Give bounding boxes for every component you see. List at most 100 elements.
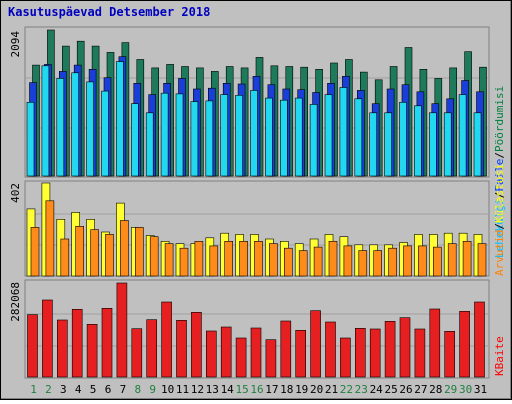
bar-kbytes xyxy=(131,328,143,378)
bar-sites xyxy=(135,227,144,277)
bar-sites xyxy=(75,226,84,277)
ytick-kbytes: 282068 xyxy=(9,282,22,322)
bar-kbytes xyxy=(86,323,98,378)
bar-sites xyxy=(403,245,412,277)
bar-kbytes xyxy=(414,328,426,378)
x-tick-label: 1 xyxy=(30,383,37,396)
x-tick-label: 14 xyxy=(221,383,235,396)
bar-kbytes xyxy=(444,330,456,378)
top-bars xyxy=(26,29,487,177)
bar-pages xyxy=(190,101,199,177)
x-tick-label: 20 xyxy=(310,383,323,396)
bar-kbytes xyxy=(459,310,470,378)
ytick-hits: 2094 xyxy=(9,31,22,58)
bar-pages xyxy=(41,65,50,177)
bar-pages xyxy=(414,105,422,177)
x-tick-label: 22 xyxy=(340,383,353,396)
bar-sites xyxy=(105,234,114,277)
bar-kbytes xyxy=(191,311,202,378)
bar-sites xyxy=(373,250,383,277)
x-tick-label: 12 xyxy=(191,383,204,396)
bar-sites xyxy=(209,245,219,277)
bar-kbytes xyxy=(384,320,396,378)
bar-kbytes xyxy=(27,314,38,378)
bar-pages xyxy=(205,100,214,177)
x-tick-label: 21 xyxy=(325,383,338,396)
bar-sites xyxy=(239,241,248,277)
bar-kbytes xyxy=(235,337,247,378)
bar-sites xyxy=(60,238,70,277)
bar-sites xyxy=(418,245,427,277)
chart-title: Kasutuspäevad Detsember 2018 xyxy=(8,5,210,19)
x-tick-label: 3 xyxy=(60,383,67,396)
bar-kbytes xyxy=(265,339,277,378)
x-tick-label: 31 xyxy=(474,383,487,396)
x-tick-label: 30 xyxy=(459,383,472,396)
bar-pages xyxy=(101,90,109,177)
legend-text: Arvutid/Külastusi xyxy=(493,163,506,276)
legend-separator: / xyxy=(493,192,506,199)
bar-sites xyxy=(447,243,457,277)
x-tick-label: 11 xyxy=(176,383,189,396)
x-tick-label: 29 xyxy=(444,383,457,396)
ytick-visits: 402 xyxy=(9,183,22,203)
bar-pages xyxy=(354,98,363,177)
bar-sites xyxy=(358,250,368,277)
bar-pages xyxy=(131,103,139,177)
x-tick-label: 23 xyxy=(355,383,368,396)
bar-kbytes xyxy=(250,327,262,378)
bar-pages xyxy=(443,112,452,177)
bar-sites xyxy=(179,247,189,277)
bar-sites xyxy=(45,200,55,277)
x-tick-label: 2 xyxy=(45,383,52,396)
legend-kbytes: KBaite xyxy=(493,336,506,376)
x-tick-label: 27 xyxy=(414,383,427,396)
x-tick-label: 24 xyxy=(370,383,384,396)
bar-pages xyxy=(116,61,124,177)
bar-pages xyxy=(428,112,437,177)
bar-kbytes xyxy=(325,321,336,378)
bar-sites xyxy=(298,250,308,277)
bar-pages xyxy=(309,104,318,177)
bar-pages xyxy=(458,94,467,177)
bar-pages xyxy=(279,99,288,177)
x-tick-label: 19 xyxy=(295,383,308,396)
bar-pages xyxy=(71,72,79,177)
bar-pages xyxy=(399,102,407,177)
bar-pages xyxy=(160,92,169,177)
bar-sites xyxy=(164,243,174,277)
legend-text: KBaite xyxy=(493,336,506,376)
bottom-legend: KBaite xyxy=(493,336,506,376)
bar-kbytes xyxy=(116,282,128,378)
legend-text: Lehekülgi/Faile/Pöördumisi xyxy=(493,86,506,258)
bar-sites xyxy=(90,229,99,277)
bar-kbytes xyxy=(340,337,351,378)
bar-kbytes xyxy=(146,319,157,378)
legend-hits: Pöördumisi xyxy=(493,86,506,152)
legend-visits: Külastusi xyxy=(493,163,506,223)
x-tick-label: 25 xyxy=(384,383,397,396)
x-tick-label: 28 xyxy=(429,383,442,396)
bar-pages xyxy=(265,97,273,177)
bottom-bars xyxy=(27,282,485,378)
bar-kbytes xyxy=(429,308,441,378)
x-tick-label: 4 xyxy=(75,383,82,396)
bar-sites xyxy=(343,245,353,277)
bar-kbytes xyxy=(399,317,411,378)
bar-sites xyxy=(328,241,338,277)
x-tick-label: 5 xyxy=(90,383,97,396)
bar-sites xyxy=(269,243,278,277)
bar-sites xyxy=(224,241,233,277)
bar-pages xyxy=(235,95,243,177)
x-tick-label: 13 xyxy=(206,383,219,396)
bar-pages xyxy=(145,112,154,177)
bar-kbytes xyxy=(176,319,187,378)
bar-pages xyxy=(220,94,228,177)
bar-kbytes xyxy=(161,301,172,378)
x-tick-label: 15 xyxy=(235,383,248,396)
bar-sites xyxy=(254,241,263,277)
bar-kbytes xyxy=(220,326,232,378)
bar-sites xyxy=(120,220,129,277)
bar-kbytes xyxy=(354,327,366,378)
x-tick-label: 6 xyxy=(105,383,112,396)
